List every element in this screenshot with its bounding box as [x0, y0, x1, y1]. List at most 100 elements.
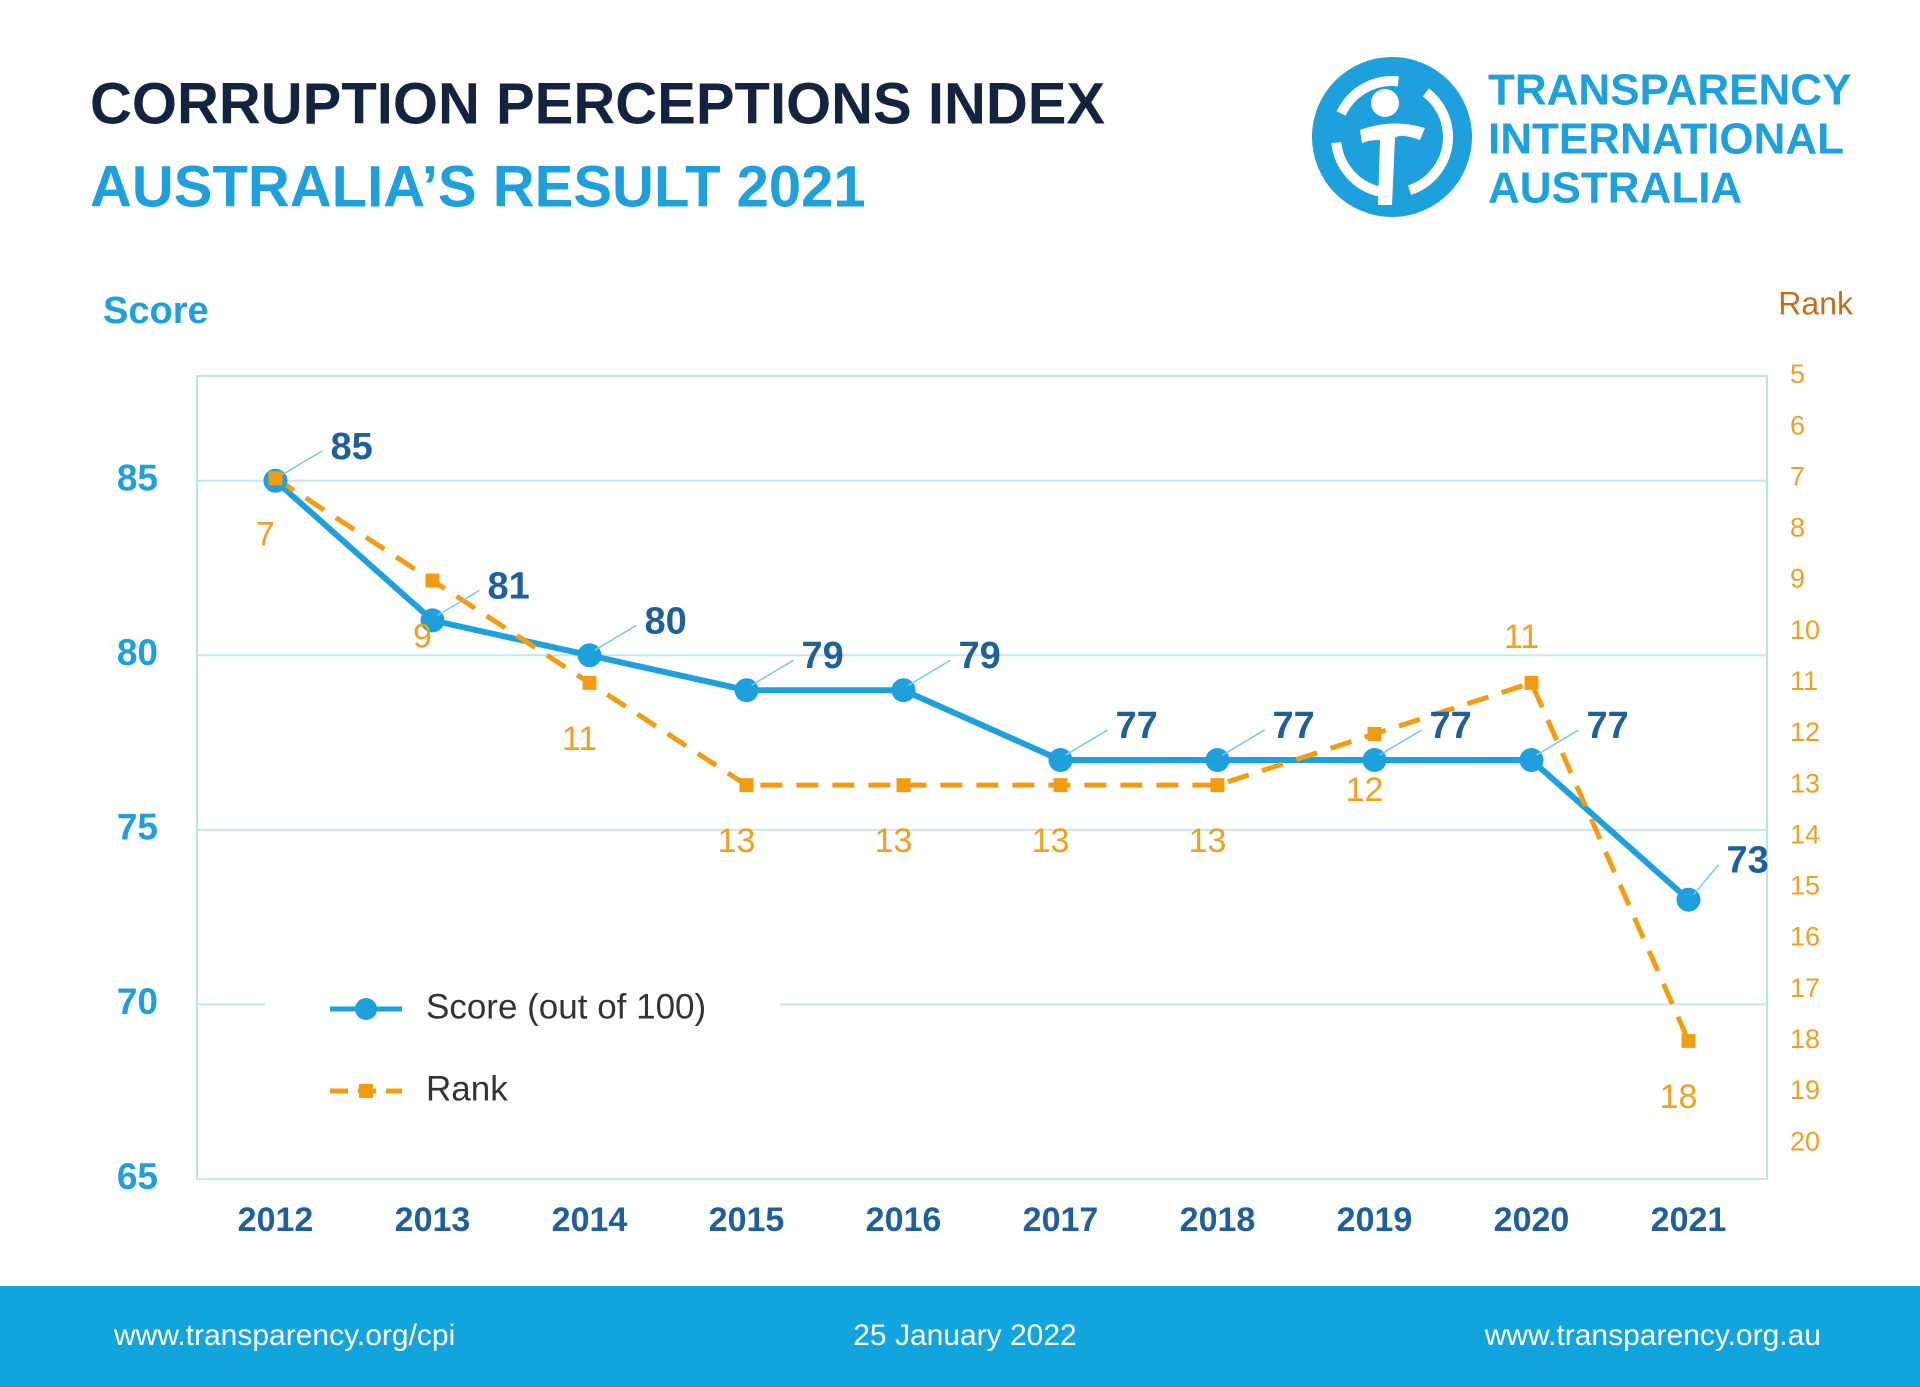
- point: [1519, 748, 1544, 773]
- point: [734, 678, 759, 703]
- logo-text: TRANSPARENCY: [1488, 66, 1851, 115]
- data-label: 77: [1430, 705, 1472, 747]
- x-tick-label: 2018: [1180, 1201, 1256, 1239]
- y2-tick-label: 15: [1790, 871, 1820, 901]
- label-leader: [594, 624, 637, 651]
- footer-text: www.transparency.org/cpi: [113, 1319, 455, 1352]
- point: [425, 573, 440, 588]
- footer-text: 25 January 2022: [853, 1319, 1077, 1352]
- chart-title: CORRUPTION PERCEPTIONS INDEX: [90, 71, 1105, 136]
- footer-text: www.transparency.org.au: [1484, 1319, 1821, 1352]
- point: [1210, 778, 1225, 793]
- data-label: 77: [1587, 705, 1629, 747]
- label-leader: [1379, 729, 1422, 756]
- label-leader: [1222, 729, 1265, 756]
- point: [1681, 1033, 1696, 1048]
- y2-tick-label: 20: [1790, 1126, 1820, 1156]
- y2-tick-label: 9: [1790, 564, 1805, 594]
- label-leader: [1692, 864, 1720, 896]
- point: [739, 778, 754, 793]
- data-label: 7: [256, 515, 275, 553]
- y2-tick-label: 12: [1790, 717, 1820, 747]
- y2-tick-label: 14: [1790, 819, 1820, 849]
- label-leader: [908, 659, 951, 686]
- legend-marker: [359, 1084, 373, 1098]
- data-label: 79: [959, 635, 1001, 677]
- point: [1524, 675, 1539, 690]
- y2-tick-label: 5: [1790, 359, 1805, 389]
- logo-icon: [1312, 57, 1472, 217]
- y2-tick-label: 10: [1790, 615, 1820, 645]
- point: [582, 675, 597, 690]
- y2-tick-label: 16: [1790, 922, 1820, 952]
- data-label: 11: [562, 720, 597, 758]
- data-label: 13: [1032, 822, 1070, 860]
- data-label: 13: [875, 822, 913, 860]
- point: [896, 778, 911, 793]
- x-tick-label: 2019: [1337, 1201, 1413, 1239]
- point: [1367, 727, 1382, 742]
- x-tick-label: 2012: [238, 1201, 314, 1239]
- x-tick-label: 2014: [552, 1201, 628, 1239]
- y2-axis-label: Rank: [1778, 285, 1854, 321]
- data-label: 73: [1727, 840, 1769, 882]
- data-label: 77: [1273, 705, 1315, 747]
- logo-text: AUSTRALIA: [1488, 164, 1742, 213]
- point: [1205, 748, 1230, 773]
- x-tick-label: 2016: [866, 1201, 942, 1239]
- y2-tick-label: 7: [1790, 461, 1805, 491]
- point: [577, 643, 602, 668]
- y-tick-label: 85: [117, 458, 158, 499]
- data-label: 13: [718, 822, 756, 860]
- y2-tick-label: 17: [1790, 973, 1820, 1003]
- data-label: 9: [413, 618, 432, 656]
- data-label: 12: [1346, 771, 1384, 809]
- series-line: [273, 478, 1691, 902]
- data-label: 18: [1660, 1078, 1698, 1116]
- y-tick-label: 65: [117, 1156, 158, 1197]
- label-leader: [751, 659, 794, 686]
- x-tick-label: 2020: [1494, 1201, 1570, 1239]
- y2-tick-label: 6: [1790, 410, 1805, 440]
- legend-label: Score (out of 100): [426, 987, 706, 1026]
- legend-label: Rank: [426, 1069, 508, 1108]
- y-axis-label: Score: [103, 290, 209, 332]
- label-leader: [437, 589, 480, 617]
- data-label: 77: [1116, 705, 1158, 747]
- data-label: 81: [488, 565, 530, 607]
- y2-tick-label: 13: [1790, 768, 1820, 798]
- y-tick-label: 75: [117, 807, 158, 848]
- point: [1053, 778, 1068, 793]
- y-tick-label: 80: [117, 632, 158, 673]
- x-tick-label: 2017: [1023, 1201, 1099, 1239]
- label-leader: [280, 450, 323, 477]
- x-tick-label: 2013: [395, 1201, 471, 1239]
- data-label: 80: [645, 600, 687, 642]
- label-leader: [1065, 729, 1108, 756]
- legend-background: [265, 969, 780, 1139]
- label-leader: [1536, 729, 1579, 756]
- x-tick-label: 2021: [1651, 1201, 1727, 1239]
- y2-tick-label: 19: [1790, 1075, 1820, 1105]
- data-label: 13: [1189, 822, 1227, 860]
- point: [1048, 748, 1073, 773]
- logo-text: INTERNATIONAL: [1488, 115, 1844, 164]
- y2-tick-label: 8: [1790, 513, 1805, 543]
- chart-subtitle: AUSTRALIA’S RESULT 2021: [90, 154, 866, 219]
- data-label: 85: [331, 426, 373, 468]
- x-tick-label: 2015: [709, 1201, 785, 1239]
- data-label: 11: [1504, 618, 1539, 656]
- footer-bar: [0, 1286, 1920, 1387]
- point: [268, 471, 283, 486]
- y-tick-label: 70: [117, 981, 158, 1022]
- legend-marker: [355, 998, 377, 1020]
- point: [891, 678, 916, 703]
- y2-tick-label: 11: [1790, 666, 1818, 696]
- data-label: 79: [802, 635, 844, 677]
- y2-tick-label: 18: [1790, 1024, 1820, 1054]
- series-line: [274, 476, 1691, 1042]
- point: [1362, 748, 1387, 773]
